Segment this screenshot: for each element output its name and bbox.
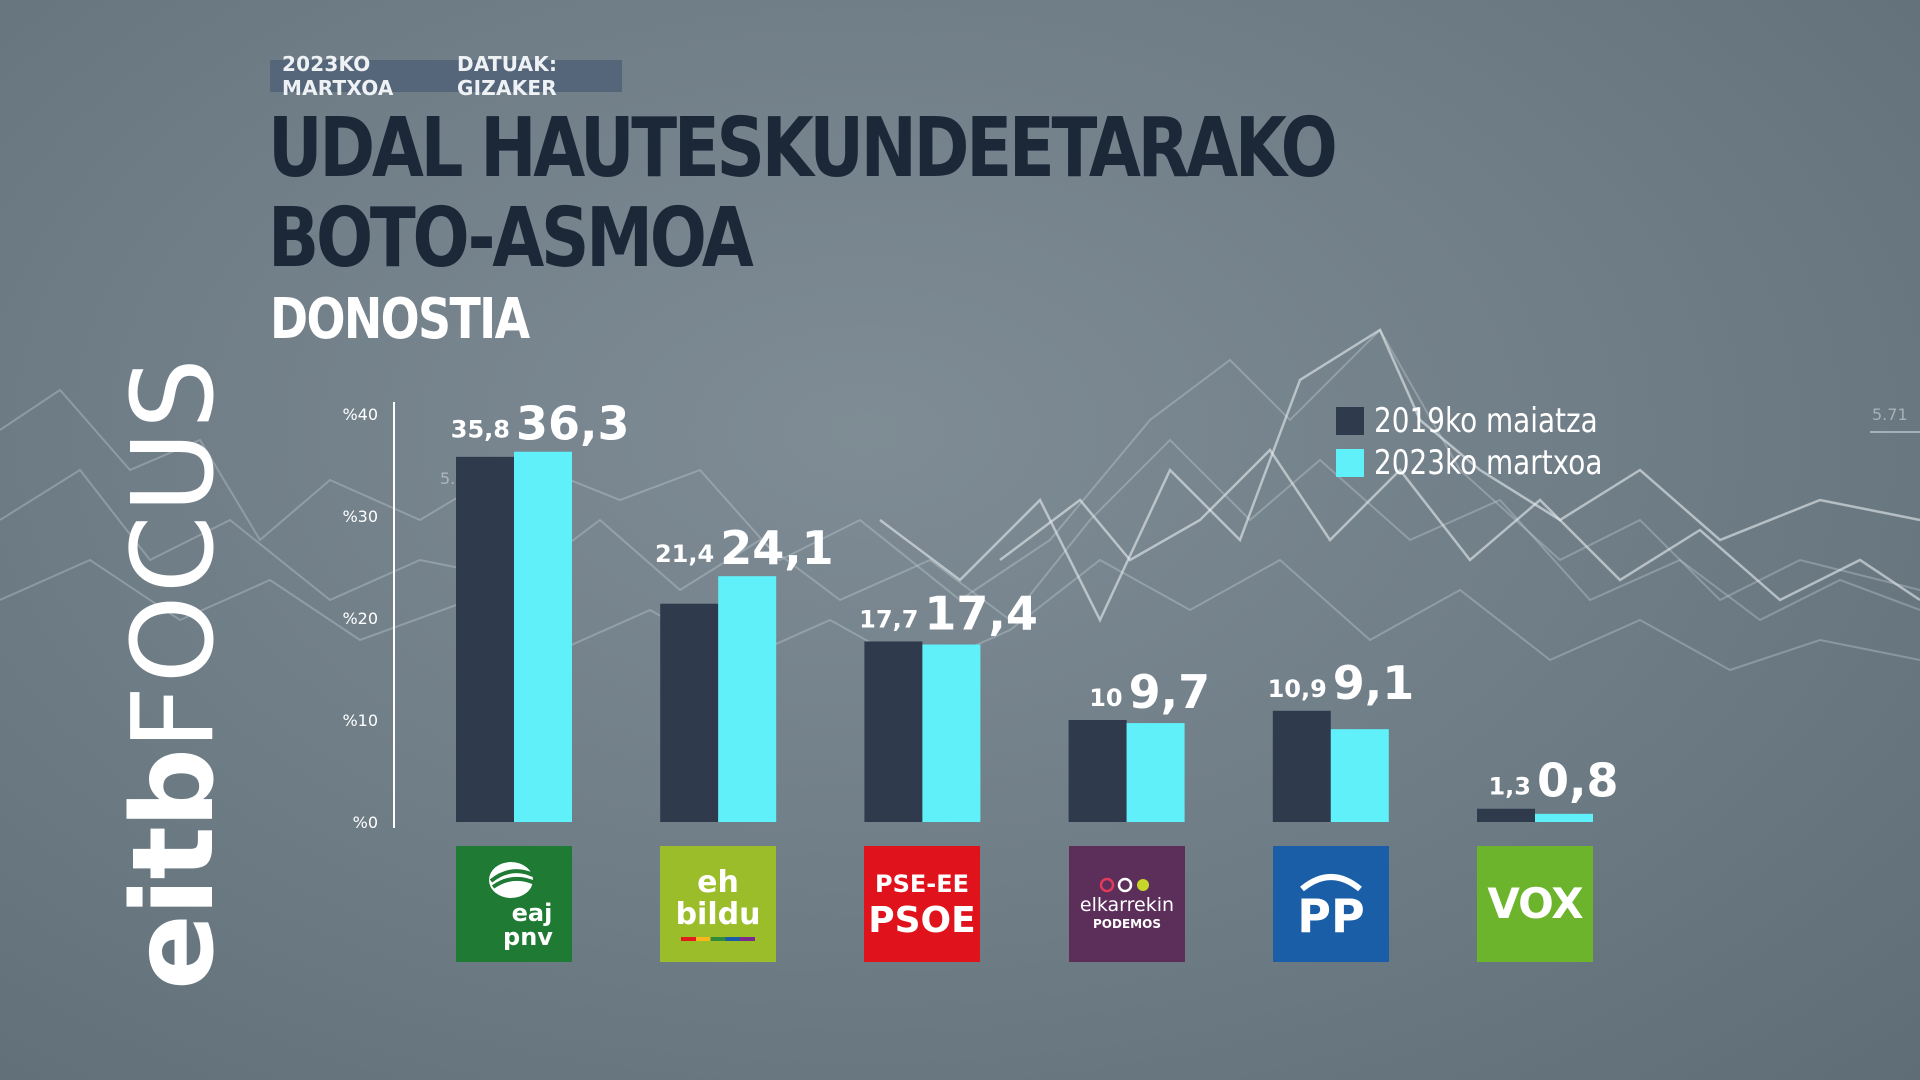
bar [1272,710,1331,822]
bars [456,451,1593,822]
bar [1477,808,1535,822]
pp-logo: PP [1273,846,1389,962]
pp-arc-icon [1300,874,1362,892]
legend-item-2019: 2019ko maiatza [1336,400,1653,442]
bildu-color-stripe [681,937,755,941]
source-tag: DATUAK: GIZAKER [457,52,558,100]
podemos-logo: elkarrekin PODEMOS [1069,846,1185,962]
background-value-deco-1: 5. [440,469,455,488]
pp-logo-text: PP [1297,889,1365,943]
bar [1535,813,1593,822]
psoe-logo: PSE-EE PSOE [864,846,980,962]
podemos-logo-line2: PODEMOS [1093,917,1161,931]
bar [660,603,719,822]
bar [864,641,923,822]
vox-logo: VOX [1477,846,1593,962]
y-tick-label: %0 [353,813,378,832]
bar [1068,720,1127,822]
bar [718,576,777,822]
data-label-2019: 21,4 [655,540,714,568]
bar [922,644,981,822]
pnv-logo-line1: eaj [511,899,553,927]
data-label-2023: 9,7 [1129,665,1211,719]
data-label-2019: 10,9 [1268,675,1327,703]
legend-label-2023: 2023ko martxoa [1374,443,1603,483]
chart-title: UDAL HAUTESKUNDEETARAKO BOTO-ASMOA [268,101,1338,286]
pnv-logo-line2: pnv [503,923,553,951]
data-label-2019: 1,3 [1488,773,1531,801]
podemos-logo-line1: elkarrekin [1079,894,1175,916]
data-label-2023: 36,3 [516,397,630,451]
chart-title-line2: BOTO-ASMOA [268,191,754,286]
date-tag: 2023KO MARTXOA [282,52,394,100]
psoe-logo-line2: PSOE [868,900,976,941]
bar [1330,729,1389,822]
y-tick-label: %10 [342,711,378,730]
bar [514,451,572,822]
pnv-logo: eaj pnv [456,846,572,962]
header-tag: 2023KO MARTXOA DATUAK: GIZAKER [270,52,622,100]
data-labels: 35,8 36,3 21,4 24,1 17,7 17,4 10 9,7 10,9 9,1 1,3 0… [451,397,1619,808]
data-label-2023: 0,8 [1537,754,1619,808]
legend-item-2023: 2023ko martxoa [1336,442,1653,484]
bildu-logo-line2: bildu [675,897,761,932]
data-label-2023: 24,1 [720,521,834,575]
legend-swatch-2023 [1336,449,1364,477]
pnv-leaf-icon [489,862,536,898]
data-label-2019: 10 [1089,684,1122,712]
data-label-2023: 17,4 [924,586,1038,640]
legend-label-2019: 2019ko maiatza [1374,401,1598,441]
y-axis: %0 %10 %20 %30 %40 [342,402,395,832]
legend-swatch-2019 [1336,407,1364,435]
chart-subtitle: DONOSTIA [270,287,530,352]
bar [1126,723,1185,822]
bar [456,456,514,822]
y-tick-label: %20 [342,609,378,628]
y-tick-label: %40 [342,405,378,424]
data-label-2023: 9,1 [1333,656,1415,710]
legend: 2019ko maiatza 2023ko martxoa [1336,400,1653,484]
vox-logo-text: VOX [1487,879,1583,928]
bildu-logo-line1: eh [697,865,739,900]
bildu-logo: eh bildu [660,846,776,962]
y-tick-label: %30 [342,507,378,526]
background-value-deco-2: 5.71 [1872,405,1908,424]
data-label-2019: 17,7 [859,605,918,633]
chart-title-line1: UDAL HAUTESKUNDEETARAKO [268,101,1338,196]
data-label-2019: 35,8 [451,416,510,444]
psoe-logo-line1: PSE-EE [874,870,970,898]
podemos-circles-icon [1099,877,1149,893]
